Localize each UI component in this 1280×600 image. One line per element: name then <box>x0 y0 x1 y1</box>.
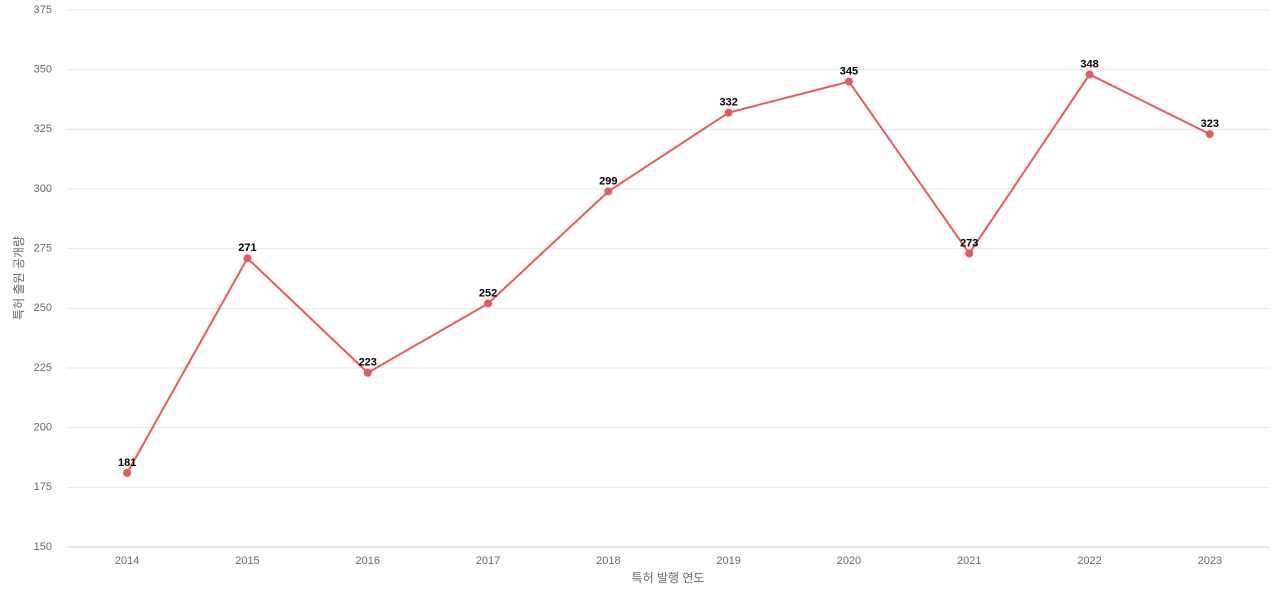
x-tick-label: 2016 <box>356 555 380 567</box>
x-tick-label: 2015 <box>235 555 259 567</box>
value-label: 332 <box>719 97 737 109</box>
y-tick-label: 200 <box>34 422 52 434</box>
x-tick-label: 2022 <box>1077 555 1101 567</box>
y-tick-label: 225 <box>34 362 52 374</box>
point <box>724 108 733 117</box>
value-label: 273 <box>960 237 978 249</box>
point <box>363 368 372 377</box>
point <box>604 187 613 196</box>
y-tick-label: 325 <box>34 123 52 135</box>
x-tick-label: 2023 <box>1198 555 1222 567</box>
value-label: 252 <box>479 287 497 299</box>
y-tick-label: 350 <box>34 64 52 76</box>
y-tick-label: 300 <box>34 183 52 195</box>
value-label: 271 <box>238 242 256 254</box>
x-tick-label: 2014 <box>115 555 139 567</box>
line <box>126 73 1211 474</box>
point <box>844 77 853 86</box>
point <box>965 249 974 258</box>
value-label: 323 <box>1201 118 1219 130</box>
value-label: 299 <box>599 175 617 187</box>
y-axis-title: 특허 출원 공개량 <box>12 236 26 320</box>
value-label: 223 <box>359 357 377 369</box>
point <box>1205 130 1214 139</box>
y-tick-label: 150 <box>34 541 52 553</box>
x-tick-label: 2020 <box>837 555 861 567</box>
y-tick-label: 275 <box>34 243 52 255</box>
point <box>243 254 252 263</box>
value-label: 181 <box>118 457 136 469</box>
value-label: 345 <box>840 66 858 78</box>
point <box>1085 70 1094 79</box>
x-tick-label: 2018 <box>596 555 620 567</box>
x-tick-label: 2021 <box>957 555 981 567</box>
y-tick-label: 175 <box>34 481 52 493</box>
y-tick-label: 375 <box>34 4 52 16</box>
x-tick-label: 2019 <box>716 555 740 567</box>
x-axis-title: 특허 발행 연도 <box>632 570 705 585</box>
y-tick-label: 250 <box>34 302 52 314</box>
value-label: 348 <box>1080 58 1098 70</box>
point <box>123 469 132 478</box>
point <box>484 299 493 308</box>
x-tick-label: 2017 <box>476 555 500 567</box>
